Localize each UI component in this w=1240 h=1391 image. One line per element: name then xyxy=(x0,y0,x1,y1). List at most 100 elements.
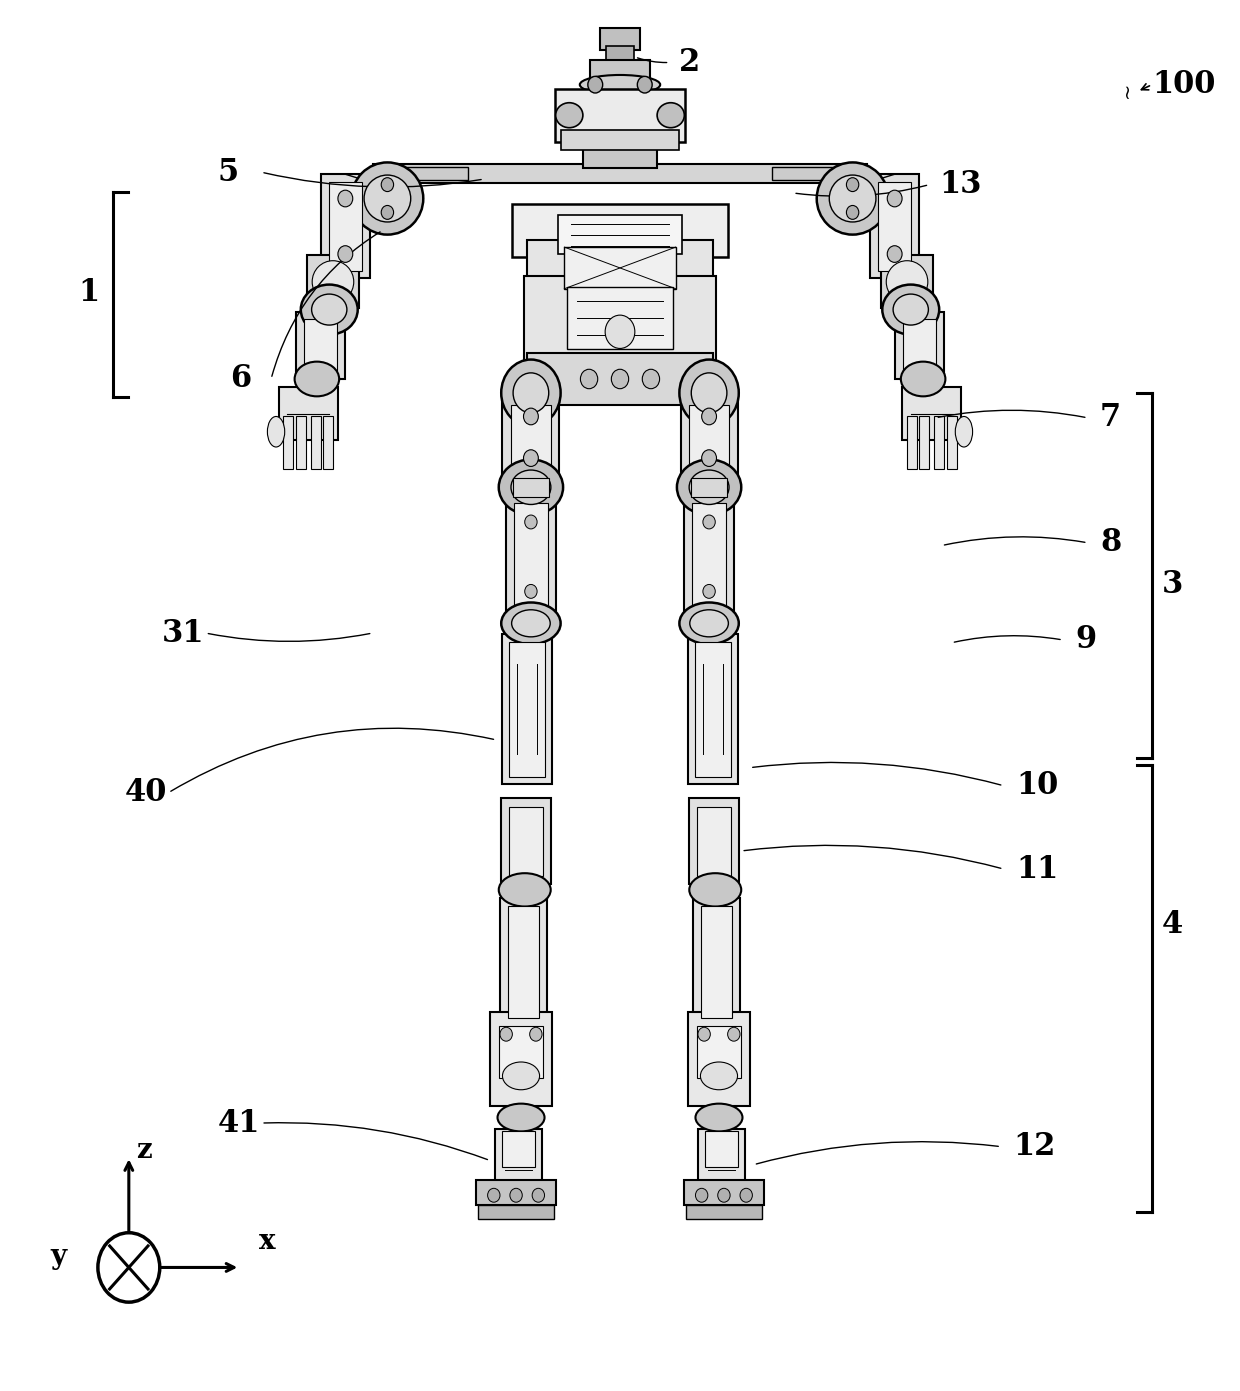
Ellipse shape xyxy=(268,416,285,447)
Text: 2: 2 xyxy=(680,47,701,78)
Bar xyxy=(606,46,634,60)
Circle shape xyxy=(847,206,859,220)
Ellipse shape xyxy=(689,470,729,505)
Bar xyxy=(556,89,684,142)
Text: 10: 10 xyxy=(1016,771,1058,801)
Bar xyxy=(495,1128,542,1184)
Circle shape xyxy=(500,1028,512,1042)
Ellipse shape xyxy=(295,362,340,396)
Text: 1: 1 xyxy=(78,277,99,309)
Circle shape xyxy=(702,408,717,424)
Bar xyxy=(693,899,740,1027)
Ellipse shape xyxy=(580,75,660,95)
Ellipse shape xyxy=(498,459,563,515)
Ellipse shape xyxy=(657,103,684,128)
Bar xyxy=(692,504,727,611)
Bar xyxy=(500,899,547,1027)
Bar xyxy=(527,241,713,296)
Bar xyxy=(513,477,548,497)
Circle shape xyxy=(642,369,660,388)
Bar xyxy=(372,164,868,184)
Text: 3: 3 xyxy=(1162,569,1183,600)
Ellipse shape xyxy=(689,609,728,637)
Circle shape xyxy=(888,246,901,263)
Ellipse shape xyxy=(900,362,945,396)
Text: y: y xyxy=(51,1242,67,1270)
Bar xyxy=(506,495,556,618)
Bar xyxy=(692,477,727,497)
Bar xyxy=(870,174,919,278)
Circle shape xyxy=(523,449,538,466)
Circle shape xyxy=(381,206,393,220)
Ellipse shape xyxy=(311,294,347,325)
Bar xyxy=(284,416,294,469)
Circle shape xyxy=(718,1188,730,1202)
Ellipse shape xyxy=(498,874,551,907)
Ellipse shape xyxy=(689,874,742,907)
Ellipse shape xyxy=(883,285,939,335)
Text: 100: 100 xyxy=(1152,70,1215,100)
Bar xyxy=(502,396,559,477)
Circle shape xyxy=(532,1188,544,1202)
Bar xyxy=(562,131,678,150)
Bar xyxy=(329,182,362,270)
Bar xyxy=(901,387,961,440)
Bar xyxy=(681,396,738,477)
Ellipse shape xyxy=(365,175,410,223)
Bar xyxy=(906,416,916,469)
Bar xyxy=(689,405,729,470)
Ellipse shape xyxy=(501,602,560,644)
Text: 5: 5 xyxy=(218,157,239,188)
Circle shape xyxy=(698,1028,711,1042)
Circle shape xyxy=(703,515,715,529)
Bar xyxy=(878,182,911,270)
Ellipse shape xyxy=(677,459,742,515)
Bar xyxy=(321,174,370,278)
Ellipse shape xyxy=(701,1061,738,1089)
Ellipse shape xyxy=(696,1103,743,1131)
Ellipse shape xyxy=(830,175,875,223)
Bar xyxy=(507,906,539,1018)
Bar xyxy=(304,319,337,373)
Bar xyxy=(308,256,358,309)
Ellipse shape xyxy=(817,163,889,235)
Ellipse shape xyxy=(887,260,928,303)
Bar xyxy=(564,248,676,289)
Bar xyxy=(568,287,672,349)
Circle shape xyxy=(523,408,538,424)
Circle shape xyxy=(637,77,652,93)
Bar xyxy=(704,1131,738,1167)
Bar xyxy=(508,807,543,876)
Ellipse shape xyxy=(680,602,739,644)
Ellipse shape xyxy=(680,359,739,426)
Circle shape xyxy=(487,1188,500,1202)
Ellipse shape xyxy=(512,609,551,637)
Bar xyxy=(688,1013,750,1106)
Circle shape xyxy=(339,191,352,207)
Circle shape xyxy=(525,515,537,529)
Ellipse shape xyxy=(351,163,423,235)
Bar xyxy=(511,405,551,470)
Bar xyxy=(502,634,552,785)
Text: 4: 4 xyxy=(1162,910,1183,940)
Bar xyxy=(490,1013,552,1106)
Ellipse shape xyxy=(497,1103,544,1131)
Bar xyxy=(512,204,728,257)
Ellipse shape xyxy=(301,285,357,335)
Bar xyxy=(697,1027,740,1078)
Bar xyxy=(527,352,713,405)
Bar xyxy=(946,416,956,469)
Text: 7: 7 xyxy=(1100,402,1121,434)
Circle shape xyxy=(740,1188,753,1202)
Bar xyxy=(689,798,739,885)
Circle shape xyxy=(611,369,629,388)
Text: 11: 11 xyxy=(1016,854,1058,885)
Bar xyxy=(525,277,715,359)
Bar xyxy=(934,416,944,469)
Bar xyxy=(401,167,469,181)
Circle shape xyxy=(847,178,859,192)
Bar xyxy=(279,387,339,440)
Bar xyxy=(903,319,936,373)
Bar xyxy=(324,416,334,469)
Bar xyxy=(600,28,640,50)
